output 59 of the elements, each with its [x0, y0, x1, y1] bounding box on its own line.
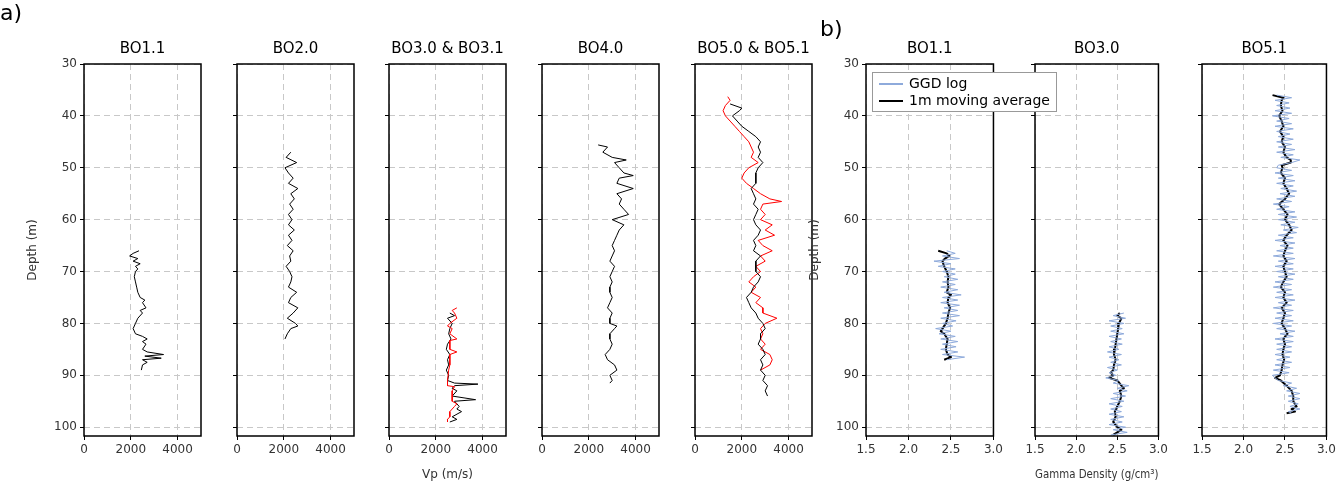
y-tick-label: 40 [843, 108, 859, 123]
x-tick-label: 2000 [420, 442, 452, 457]
x-tick-label: 2.5 [1275, 442, 1295, 457]
x-tick-label: 3.0 [1316, 442, 1336, 457]
chart-title: BO4.0 [577, 39, 624, 58]
chart-title: BO3.0 [1073, 39, 1120, 58]
chart-title: BO2.0 [272, 39, 319, 58]
x-tick-label: 2.0 [898, 442, 919, 457]
y-tick-label: 30 [61, 56, 77, 71]
x-tick-label: 2.5 [941, 442, 961, 457]
x-tick-label: 1.5 [1025, 442, 1045, 457]
x-tick-label: 3.0 [1148, 442, 1168, 457]
y-tick-label: 60 [61, 211, 77, 226]
x-tick-label: 2000 [115, 442, 147, 457]
x-tick-label: 4000 [620, 442, 651, 457]
chart-title: BO5.0 & BO5.1 [697, 39, 810, 58]
x-tick-label: 2.0 [1066, 442, 1086, 457]
x-tick-label: 2000 [268, 442, 300, 457]
x-tick-label: 4000 [162, 442, 193, 457]
y-tick-label: 100 [836, 419, 859, 434]
x-tick-label: 0 [233, 442, 241, 457]
x-tick-label: 2.0 [1233, 442, 1254, 457]
text: a) [0, 0, 23, 25]
x-tick-label: 4000 [773, 442, 804, 457]
x-tick-label: 0 [538, 442, 546, 457]
x-tick-label: 2.5 [1107, 442, 1127, 457]
y-tick-label: 100 [54, 419, 77, 434]
x-tick-label: 2000 [573, 442, 605, 457]
y-tick-label: 70 [61, 263, 77, 278]
y-tick-label: 30 [843, 56, 859, 71]
y-tick-label: 80 [61, 315, 77, 330]
legend-label: GGD log [909, 75, 968, 92]
x-tick-label: 1.5 [856, 442, 876, 457]
legend-label: 1m moving average [909, 92, 1050, 109]
y-tick-label: 60 [843, 211, 859, 226]
y-tick-label: 80 [843, 315, 859, 330]
x-axis-title: Vp (m/s) [422, 466, 473, 481]
x-tick-label: 4000 [315, 442, 346, 457]
y-tick-label: 90 [61, 367, 77, 382]
y-tick-label: 50 [843, 159, 859, 174]
chart-title: BO1.1 [906, 39, 953, 58]
x-tick-label: 0 [691, 442, 699, 457]
y-axis-title: Depth (m) [807, 219, 822, 281]
x-tick-label: 1.5 [1192, 442, 1212, 457]
y-tick-label: 90 [843, 367, 859, 382]
x-axis-title: Gamma Density (g/cm³) [1035, 467, 1159, 482]
y-tick-label: 40 [61, 108, 77, 123]
chart-title: BO5.1 [1241, 39, 1288, 58]
chart-title: BO3.0 & BO3.1 [391, 39, 504, 58]
x-tick-label: 3.0 [983, 442, 1003, 457]
y-tick-label: 50 [61, 159, 77, 174]
text: b) [820, 16, 843, 41]
y-tick-label: 70 [843, 263, 859, 278]
y-axis-title: Depth (m) [25, 219, 40, 281]
x-tick-label: 2000 [726, 442, 758, 457]
x-tick-label: 4000 [467, 442, 498, 457]
x-tick-label: 0 [385, 442, 393, 457]
x-tick-label: 0 [80, 442, 88, 457]
chart-title: BO1.1 [119, 39, 166, 58]
